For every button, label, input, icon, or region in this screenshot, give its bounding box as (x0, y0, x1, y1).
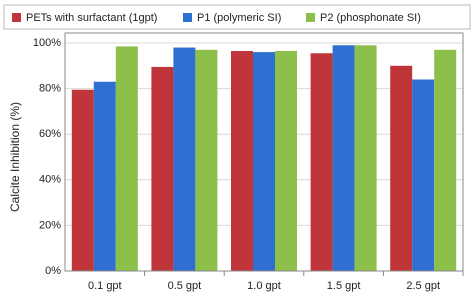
y-tick-label: 60% (39, 128, 61, 140)
bar (93, 81, 116, 271)
y-tick-label: 100% (33, 37, 61, 49)
bar (115, 46, 138, 271)
legend-label: P1 (polymeric SI) (197, 12, 281, 24)
legend-label: P2 (phosphonate SI) (320, 12, 421, 24)
legend-swatch (12, 13, 21, 22)
legend-label: PETs with surfactant (1gpt) (26, 12, 157, 24)
bar (412, 79, 435, 271)
bar (390, 65, 413, 271)
legend-box (3, 4, 471, 30)
bar (231, 50, 253, 272)
legend: PETs with surfactant (1gpt) P1 (polymeric… (3, 4, 471, 30)
x-tick-label: 0.1 gpt (88, 280, 122, 292)
y-tick-label: 0% (45, 265, 61, 277)
y-tick-label: 20% (39, 219, 61, 231)
x-tick-label: 2.5 gpt (406, 280, 440, 292)
x-tick-label: 0.5 gpt (168, 280, 202, 292)
bar (253, 52, 275, 272)
bar (195, 49, 218, 272)
bar (310, 53, 333, 272)
y-tick-label: 40% (39, 174, 61, 186)
x-tick-label: 1.0 gpt (247, 280, 281, 292)
legend-swatch (183, 13, 192, 22)
x-tick-label: 1.5 gpt (327, 280, 361, 292)
bar (354, 45, 377, 271)
bar (173, 47, 196, 272)
legend-swatch (306, 13, 315, 22)
bar (434, 49, 457, 272)
bar (71, 89, 94, 272)
plot-frame (64, 32, 464, 272)
bar (151, 66, 174, 271)
y-axis-label: Calcite Inhibition (%) (8, 102, 22, 212)
bar (332, 45, 355, 271)
y-tick-label: 80% (39, 83, 61, 95)
bar (275, 50, 297, 272)
